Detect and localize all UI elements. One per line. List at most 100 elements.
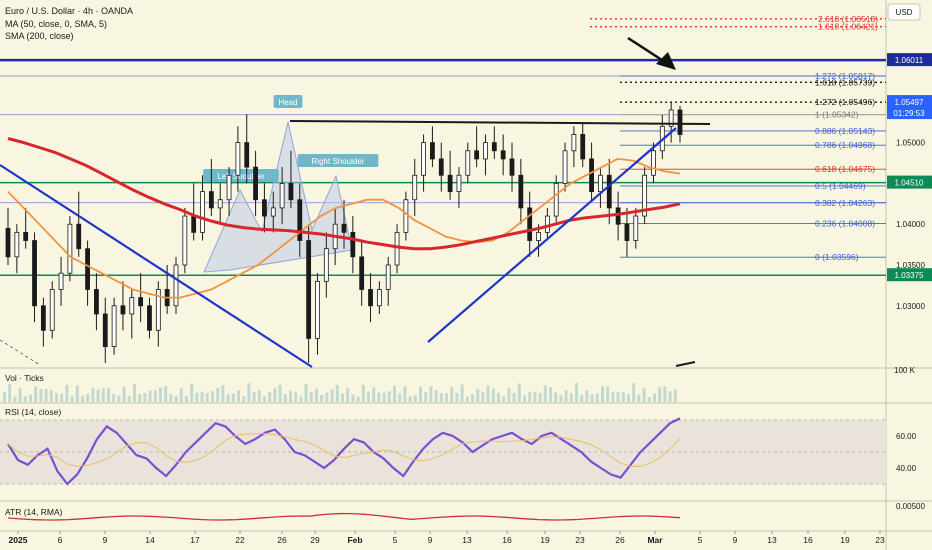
volume-bar bbox=[434, 390, 438, 402]
volume-bar bbox=[564, 390, 568, 402]
volume-bar bbox=[304, 383, 308, 402]
x-tick-label: 5 bbox=[698, 535, 703, 545]
volume-bar bbox=[257, 390, 261, 402]
price-axis-label: 1.04510 bbox=[895, 179, 924, 188]
volume-bar bbox=[91, 388, 95, 402]
fib-level-label: 1.618 (1.06421) bbox=[818, 22, 878, 32]
x-tick-label: 14 bbox=[145, 535, 155, 545]
candle-body bbox=[491, 142, 497, 152]
currency-button[interactable] bbox=[887, 3, 921, 21]
volume-bar bbox=[122, 386, 126, 402]
rsi-tick-label: 40.00 bbox=[896, 464, 917, 473]
x-tick-label: 9 bbox=[103, 535, 108, 545]
volume-tick-label: 100 K bbox=[894, 366, 916, 375]
volume-bar bbox=[673, 389, 677, 402]
price-axis-label-box bbox=[887, 106, 932, 120]
volume-bar bbox=[211, 391, 214, 402]
volume-bar bbox=[205, 393, 209, 402]
volume-title: Vol · Ticks bbox=[5, 373, 44, 383]
candle-body bbox=[571, 134, 577, 152]
x-tick-label: 17 bbox=[190, 535, 200, 545]
volume-bar bbox=[528, 392, 532, 402]
fib-level-label: 1.618 (1.05739) bbox=[815, 77, 875, 87]
volume-bar bbox=[606, 386, 610, 402]
ma50-line bbox=[7, 157, 681, 299]
volume-bar bbox=[138, 393, 142, 402]
indicator-ma50-label: MA (50, close, 0, SMA, 5) bbox=[5, 19, 107, 29]
x-tick-label: Mar bbox=[647, 535, 663, 545]
volume-bar bbox=[8, 383, 12, 402]
candle-body bbox=[120, 305, 126, 315]
volume-bar bbox=[164, 386, 168, 402]
candle-body bbox=[580, 134, 586, 160]
volume-bar bbox=[252, 391, 256, 402]
volume-bar bbox=[543, 385, 547, 402]
volume-bar bbox=[231, 393, 235, 402]
candle-body bbox=[297, 199, 303, 241]
volume-bar bbox=[658, 387, 662, 402]
candle-body bbox=[474, 150, 480, 160]
x-tick-label: 26 bbox=[615, 535, 625, 545]
volume-bar bbox=[226, 394, 230, 402]
volume-bar bbox=[216, 387, 220, 402]
volume-bar bbox=[408, 396, 412, 402]
volume-bar bbox=[75, 385, 79, 402]
x-tick-label: 13 bbox=[462, 535, 472, 545]
candle-body bbox=[536, 231, 541, 241]
volume-bar bbox=[595, 393, 599, 402]
candle-body bbox=[447, 174, 453, 192]
volume-bar bbox=[315, 388, 318, 402]
pattern-label: Head bbox=[278, 98, 297, 107]
volume-bar bbox=[611, 391, 615, 402]
candle-body bbox=[14, 231, 20, 258]
volume-bar bbox=[200, 391, 204, 402]
candle-body bbox=[633, 215, 639, 241]
candle-body bbox=[40, 305, 46, 331]
volume-bar bbox=[13, 396, 17, 402]
pattern-label: Left Shoulder bbox=[217, 172, 265, 181]
x-tick-label: 16 bbox=[502, 535, 512, 545]
price-axis-label-box bbox=[887, 95, 932, 109]
candle-body bbox=[412, 174, 418, 201]
x-tick-label: 19 bbox=[540, 535, 550, 545]
volume-bar bbox=[55, 393, 58, 402]
candle-body bbox=[111, 305, 117, 348]
volume-bar bbox=[387, 391, 391, 402]
volume-bar bbox=[117, 395, 121, 402]
volume-bar bbox=[65, 384, 69, 402]
volume-bar bbox=[668, 391, 672, 402]
rsi-tick-label: 60.00 bbox=[896, 432, 917, 441]
volume-bar bbox=[3, 392, 6, 402]
price-tick-label: 1.03500 bbox=[896, 261, 925, 270]
volume-bar bbox=[382, 392, 386, 402]
volume-bar bbox=[653, 393, 656, 402]
volume-bar bbox=[18, 387, 22, 402]
x-tick-label: 19 bbox=[840, 535, 850, 545]
volume-bar bbox=[44, 388, 48, 402]
candle-body bbox=[173, 264, 179, 307]
lower-marker-line bbox=[675, 361, 696, 367]
volume-bar bbox=[419, 386, 422, 402]
candle-body bbox=[615, 207, 621, 225]
volume-bar bbox=[601, 386, 604, 402]
candle-body bbox=[509, 158, 515, 176]
volume-bar bbox=[153, 390, 157, 402]
fib-level-label: 0.786 (1.04968) bbox=[815, 140, 875, 150]
candle-body bbox=[677, 109, 683, 135]
candle-body bbox=[438, 158, 444, 176]
volume-bar bbox=[23, 396, 27, 402]
volume-bar bbox=[195, 392, 199, 402]
fib-level-label: 0 (1.03596) bbox=[815, 252, 859, 262]
volume-bar bbox=[512, 392, 516, 402]
volume-bar bbox=[174, 396, 178, 402]
x-tick-label: Feb bbox=[347, 535, 362, 545]
candle-body bbox=[235, 142, 241, 176]
candle-body bbox=[359, 256, 365, 290]
volume-bar bbox=[361, 384, 365, 402]
volume-bar bbox=[642, 388, 646, 402]
candle-body bbox=[598, 174, 603, 192]
candle-body bbox=[651, 150, 656, 176]
candle-body bbox=[500, 150, 506, 160]
